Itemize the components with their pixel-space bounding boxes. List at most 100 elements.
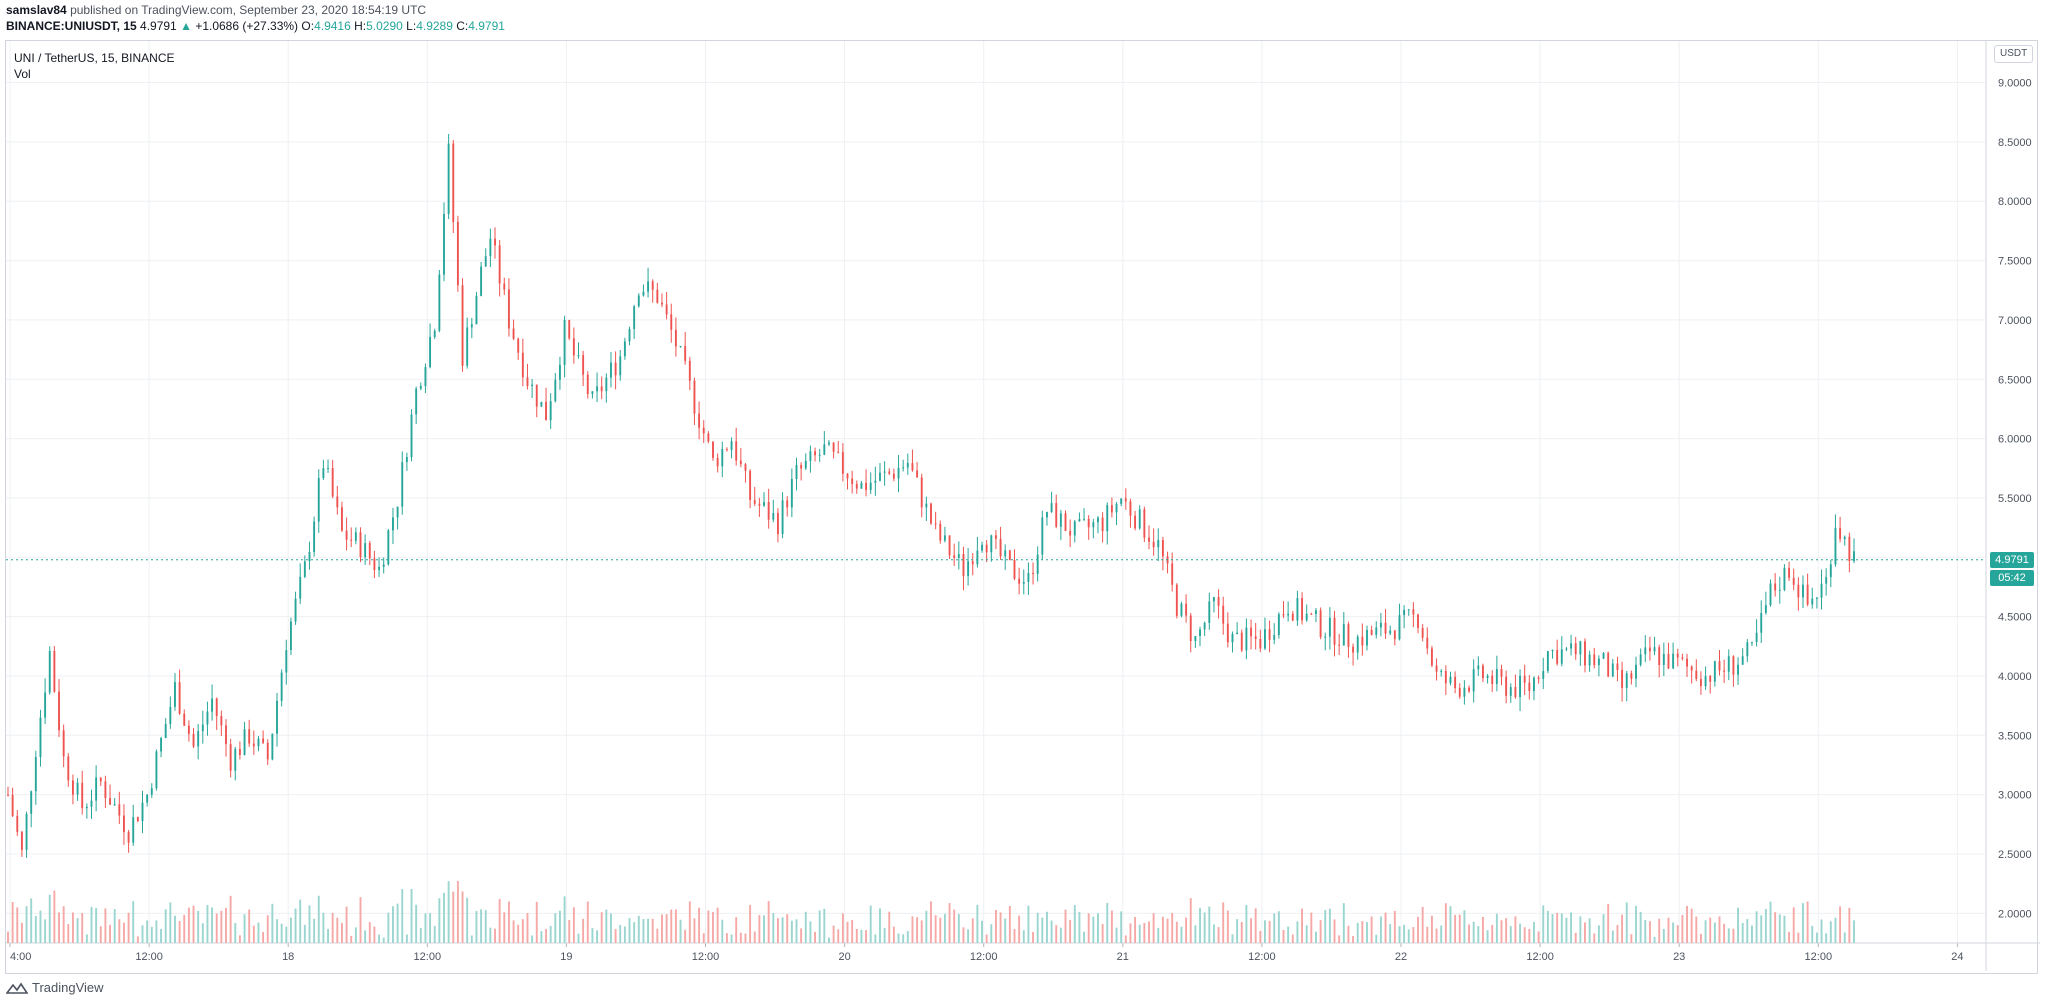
volume-bar — [1597, 925, 1600, 943]
y-tick-label: 9.0000 — [1998, 78, 2032, 90]
volume-bar — [1157, 927, 1160, 943]
candle-body — [1018, 578, 1021, 584]
volume-bar — [702, 933, 705, 943]
candle-body — [772, 513, 775, 520]
candle-body — [1208, 601, 1211, 623]
candle-body — [271, 733, 274, 760]
volume-bar — [1839, 906, 1842, 943]
candle-body — [1291, 613, 1294, 621]
volume-bar — [721, 919, 724, 943]
volume-bar — [364, 930, 367, 943]
candle-body — [1421, 627, 1424, 638]
volume-bar — [967, 929, 970, 943]
candle-body — [582, 355, 585, 375]
candle-body — [656, 289, 659, 303]
volume-bar — [169, 902, 172, 943]
volume-bar — [1737, 907, 1739, 943]
candle-body — [521, 352, 524, 378]
volume-bar — [405, 934, 408, 943]
volume-bar — [1681, 915, 1684, 943]
close-value: 4.9791 — [468, 19, 505, 33]
candle-body — [109, 798, 111, 805]
candle-body — [1537, 677, 1540, 679]
volume-bar — [679, 919, 682, 943]
currency-unit-button[interactable]: USDT — [1994, 45, 2034, 63]
volume-bar — [215, 913, 218, 943]
candle-body — [257, 738, 260, 747]
candle-body — [1523, 675, 1526, 683]
candle-body — [1203, 622, 1206, 630]
candle-body — [201, 724, 204, 732]
candle-body — [1268, 629, 1271, 640]
volume-bar — [368, 922, 371, 943]
volume-bar — [1152, 913, 1155, 943]
candle-body — [359, 532, 362, 558]
volume-bar — [1546, 910, 1549, 943]
candle-body — [34, 757, 37, 792]
author-name[interactable]: samslav84 — [6, 3, 67, 17]
candle-body — [1189, 615, 1192, 642]
volume-bar — [1324, 910, 1327, 943]
candle-body — [419, 386, 422, 389]
volume-bar — [628, 918, 631, 943]
candle-body — [456, 221, 459, 286]
volume-bar — [136, 936, 139, 943]
candle-body — [1356, 636, 1359, 653]
candle-body — [1319, 610, 1322, 638]
y-tick-label: 5.5000 — [1998, 493, 2032, 505]
chart-frame[interactable] — [5, 40, 2038, 974]
series-title[interactable]: UNI / TetherUS, 15, BINANCE — [14, 51, 175, 65]
candle-body — [1027, 572, 1030, 582]
volume-bar — [1574, 932, 1577, 943]
symbol-label[interactable]: BINANCE:UNIUSDT, 15 — [6, 19, 137, 33]
volume-bar — [285, 926, 288, 943]
volume-bar — [832, 925, 835, 943]
candle-body — [1055, 503, 1058, 527]
volume-bar — [132, 901, 135, 943]
volume-bar — [424, 913, 427, 943]
candle-body — [433, 330, 436, 337]
candle-body — [939, 523, 942, 541]
candle-body — [554, 379, 557, 402]
volume-bar — [1254, 908, 1257, 943]
volume-label[interactable]: Vol — [14, 67, 31, 81]
tradingview-logo[interactable]: TradingView — [6, 980, 104, 995]
candle-body — [1546, 651, 1549, 671]
volume-bar — [466, 897, 469, 943]
volume-bar — [1672, 922, 1675, 943]
volume-bar — [1593, 933, 1596, 943]
volume-bar — [1361, 921, 1364, 943]
volume-bar — [1625, 902, 1628, 943]
x-tick-label: 12:00 — [1248, 951, 1276, 963]
candle-body — [1175, 584, 1178, 616]
close-label: C: — [456, 19, 469, 33]
candle-body — [781, 500, 784, 535]
candle-body — [976, 550, 979, 565]
candle-body — [1426, 637, 1429, 649]
volume-bar — [1259, 930, 1262, 943]
candle-body — [1843, 536, 1846, 540]
volume-bar — [1083, 931, 1086, 943]
candle-body — [1324, 636, 1327, 638]
volume-bar — [874, 934, 877, 943]
candle-body — [1825, 577, 1828, 584]
volume-bar — [600, 912, 603, 943]
volume-bar — [605, 909, 608, 943]
candle-body — [85, 806, 88, 809]
volume-bar — [1690, 908, 1693, 943]
volume-bar — [957, 914, 960, 943]
candle-body — [1727, 656, 1730, 672]
volume-bar — [1194, 925, 1197, 943]
volume-bar — [1811, 925, 1814, 943]
volume-bar — [1616, 924, 1619, 943]
candle-body — [401, 462, 404, 507]
current-price-tag: 4.9791 — [1990, 552, 2034, 568]
volume-bar — [1375, 934, 1378, 943]
candle-body — [828, 442, 830, 445]
chart-legend: UNI / TetherUS, 15, BINANCE Vol — [14, 50, 175, 82]
volume-bar — [962, 927, 965, 943]
volume-bar — [109, 924, 111, 943]
y-tick-label: 7.0000 — [1998, 315, 2032, 327]
volume-bar — [739, 932, 742, 943]
